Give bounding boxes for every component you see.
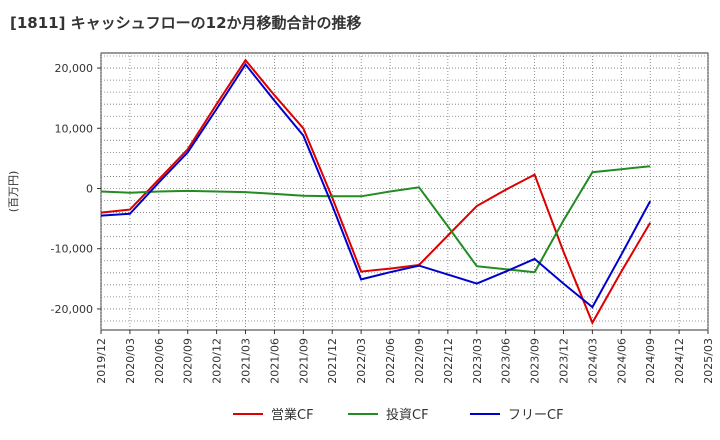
chart-title: [1811] キャッシュフローの12か月移動合計の推移 bbox=[10, 14, 362, 32]
series-line-3 bbox=[100, 62, 652, 309]
x-tick-label: 2021/06 bbox=[268, 338, 281, 384]
x-tick-label: 2024/12 bbox=[673, 338, 686, 384]
legend-label-3: フリーCF bbox=[508, 408, 564, 423]
x-tick-label: 2023/03 bbox=[471, 338, 484, 384]
legend-label-2: 投資CF bbox=[386, 407, 429, 423]
legend-label-1: 営業CF bbox=[271, 407, 314, 423]
x-tick-label: 2020/06 bbox=[153, 338, 166, 384]
x-tick-label: 2020/09 bbox=[182, 338, 195, 384]
x-tick-label: 2025/03 bbox=[702, 338, 715, 384]
y-tick-label: -20,000 bbox=[51, 303, 93, 316]
x-tick-label: 2023/06 bbox=[500, 338, 513, 384]
y-tick-label: -10,000 bbox=[51, 243, 93, 256]
y-axis-label: (百万円) bbox=[7, 171, 20, 213]
series-line-1 bbox=[100, 58, 652, 326]
x-tick-label: 2024/06 bbox=[615, 338, 628, 384]
x-tick-label: 2021/03 bbox=[240, 338, 253, 384]
x-tick-label: 2021/09 bbox=[297, 338, 310, 384]
x-tick-label: 2022/09 bbox=[413, 338, 426, 384]
x-tick-label: 2022/12 bbox=[442, 338, 455, 384]
x-tick-label: 2024/09 bbox=[644, 338, 657, 384]
y-tick-label: 0 bbox=[86, 182, 93, 195]
y-tick-label: 10,000 bbox=[55, 122, 94, 135]
x-tick-label: 2020/12 bbox=[211, 338, 224, 384]
x-tick-label: 2023/12 bbox=[557, 338, 570, 384]
x-tick-label: 2021/12 bbox=[326, 338, 339, 384]
series-line-2 bbox=[100, 165, 651, 274]
x-tick-label: 2020/03 bbox=[124, 338, 137, 384]
x-tick-label: 2022/06 bbox=[384, 338, 397, 384]
x-tick-label: 2024/03 bbox=[586, 338, 599, 384]
x-tick-label: 2019/12 bbox=[95, 338, 108, 384]
x-tick-label: 2022/03 bbox=[355, 338, 368, 384]
x-tick-label: 2023/09 bbox=[529, 338, 542, 384]
y-tick-label: 20,000 bbox=[55, 62, 94, 75]
